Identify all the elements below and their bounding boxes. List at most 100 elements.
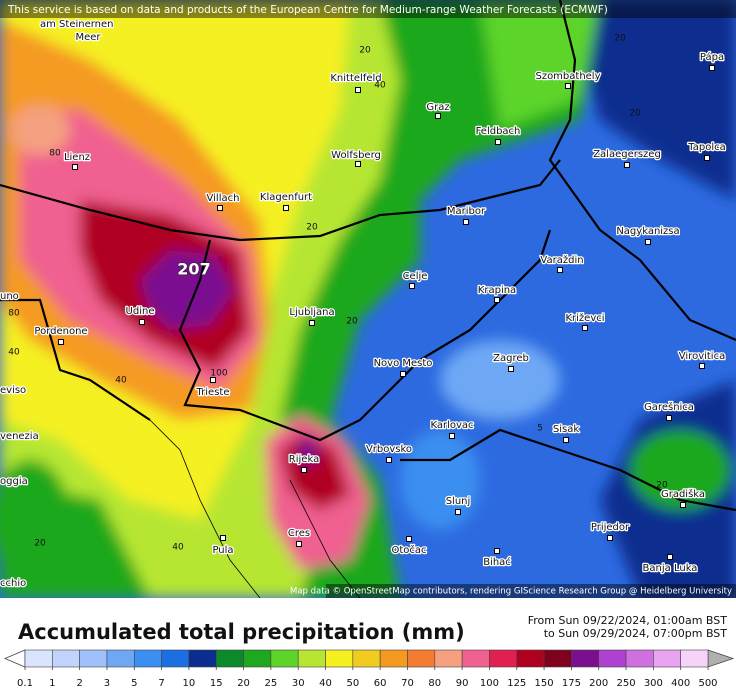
- city-label: venezia: [0, 431, 39, 442]
- city-dot: [386, 457, 392, 463]
- contour-label: 40: [374, 81, 386, 91]
- city-label: Celje: [403, 271, 428, 282]
- city-label: Meer: [75, 32, 101, 43]
- legend-tick-label: 300: [644, 678, 663, 689]
- legend-tick-label: 200: [589, 678, 608, 689]
- city-dot: [666, 415, 672, 421]
- city-label: Klagenfurt: [260, 192, 312, 203]
- city-dot: [455, 509, 461, 515]
- city-dot: [494, 297, 500, 303]
- contour-label: 20: [629, 109, 641, 119]
- legend-swatch: [653, 649, 681, 668]
- city-dot: [704, 155, 710, 161]
- city-label: Lienz: [64, 152, 90, 163]
- legend-tick-label: 175: [562, 678, 581, 689]
- legend-swatch: [79, 649, 108, 668]
- city-label: Rijeka: [289, 454, 319, 465]
- legend-swatch: [571, 649, 600, 668]
- legend-tick-label: 20: [237, 678, 250, 689]
- title: Accumulated total precipitation (mm): [18, 620, 465, 644]
- city-label: Krapina: [478, 285, 516, 296]
- period-to: to Sun 09/29/2024, 07:00pm BST: [544, 627, 728, 640]
- city-dot: [400, 371, 406, 377]
- city-label: Feldbach: [476, 126, 521, 137]
- city-dot: [624, 162, 630, 168]
- legend-tick-label: 3: [104, 678, 110, 689]
- notice: This service is based on data and produc…: [7, 4, 608, 16]
- contour-label: 20: [359, 46, 371, 56]
- city-label: Gradiška: [661, 488, 705, 500]
- legend-tick-label: 90: [456, 678, 469, 689]
- city-label: Vrbovsko: [366, 444, 412, 455]
- contour-label: 207: [177, 260, 210, 279]
- legend-under: [3, 649, 26, 668]
- city-label: Pordenone: [34, 326, 87, 337]
- city-dot: [435, 113, 441, 119]
- city-label: Ljubljana: [289, 307, 334, 318]
- contour-label: 20: [306, 223, 318, 233]
- color-legend: 0.1 1 2 3 5 7 10 15 20 25 30 40 50 60 70 80 90 100 125 150 1…: [3, 649, 735, 689]
- city-dot: [355, 87, 361, 93]
- city-dot: [645, 239, 651, 245]
- legend-swatch: [325, 649, 354, 668]
- legend-tick-label: 30: [292, 678, 305, 689]
- city-dot: [406, 536, 412, 542]
- contour-label: 5: [537, 424, 543, 434]
- coastline: [149, 419, 361, 598]
- city-dot: [557, 267, 563, 273]
- city-label: Zalaegerszeg: [593, 149, 661, 160]
- legend-swatch: [379, 649, 408, 668]
- period-from: From Sun 09/22/2024, 01:00am BST: [528, 614, 728, 627]
- legend-tick-label: 1: [49, 678, 55, 689]
- legend-tick-label: 15: [210, 678, 223, 689]
- contour-label: 40: [115, 376, 127, 386]
- legend-swatch: [543, 649, 572, 668]
- legend-tick-label: 7: [158, 678, 164, 689]
- city-dot: [409, 283, 415, 289]
- city-dot: [296, 541, 302, 547]
- city-label: Tapolca: [687, 142, 725, 153]
- city-dot: [217, 205, 223, 211]
- city-dot: [355, 161, 361, 167]
- contour-label: 100: [210, 369, 227, 379]
- city-dot: [283, 205, 289, 211]
- legend-tick-label: 5: [131, 678, 137, 689]
- legend-swatch: [625, 649, 654, 668]
- legend-tick-label: 150: [535, 678, 554, 689]
- city-label: Zagreb: [493, 353, 529, 364]
- legend-swatch: [270, 649, 299, 668]
- city-dot: [565, 83, 571, 89]
- legend-tick-label: 125: [507, 678, 526, 689]
- contour-label: 80: [49, 149, 61, 159]
- legend-tick-label: 10: [183, 678, 196, 689]
- attribution: Map data © OpenStreetMap contributors, r…: [290, 587, 732, 597]
- city-dot: [494, 548, 500, 554]
- legend-tick-label: 2: [76, 678, 82, 689]
- city-label: Udine: [126, 306, 155, 317]
- city-dot: [699, 363, 705, 369]
- contour-label: 40: [8, 348, 20, 358]
- notice-bar: [0, 0, 736, 18]
- legend-swatch: [489, 649, 518, 668]
- city-dot: [301, 467, 307, 473]
- legend-swatch: [407, 649, 436, 668]
- city-dot: [463, 219, 469, 225]
- city-dot: [449, 433, 455, 439]
- city-dot: [220, 535, 226, 541]
- contour-labels: 207 20 40 20 20 80 20 80 40 100 40 20 5 40 20 20: [8, 34, 668, 553]
- city-label: Trieste: [196, 387, 230, 398]
- legend-swatch: [188, 649, 217, 668]
- legend-swatch: [461, 649, 490, 668]
- city-dot: [582, 325, 588, 331]
- city-label: Virovitica: [679, 351, 725, 362]
- contour-label: 20: [614, 34, 626, 44]
- legend-swatch: [598, 649, 627, 668]
- legend-tick-label: 400: [671, 678, 690, 689]
- city-labels: am Steinernen Meer Knittelfeld Graz Szombath…: [0, 18, 727, 591]
- city-dot: [139, 319, 145, 325]
- city-label: Wolfsberg: [331, 150, 381, 161]
- legend-tick-label: 500: [698, 678, 717, 689]
- city-dot: [58, 339, 64, 345]
- city-label: oggia: [0, 476, 28, 487]
